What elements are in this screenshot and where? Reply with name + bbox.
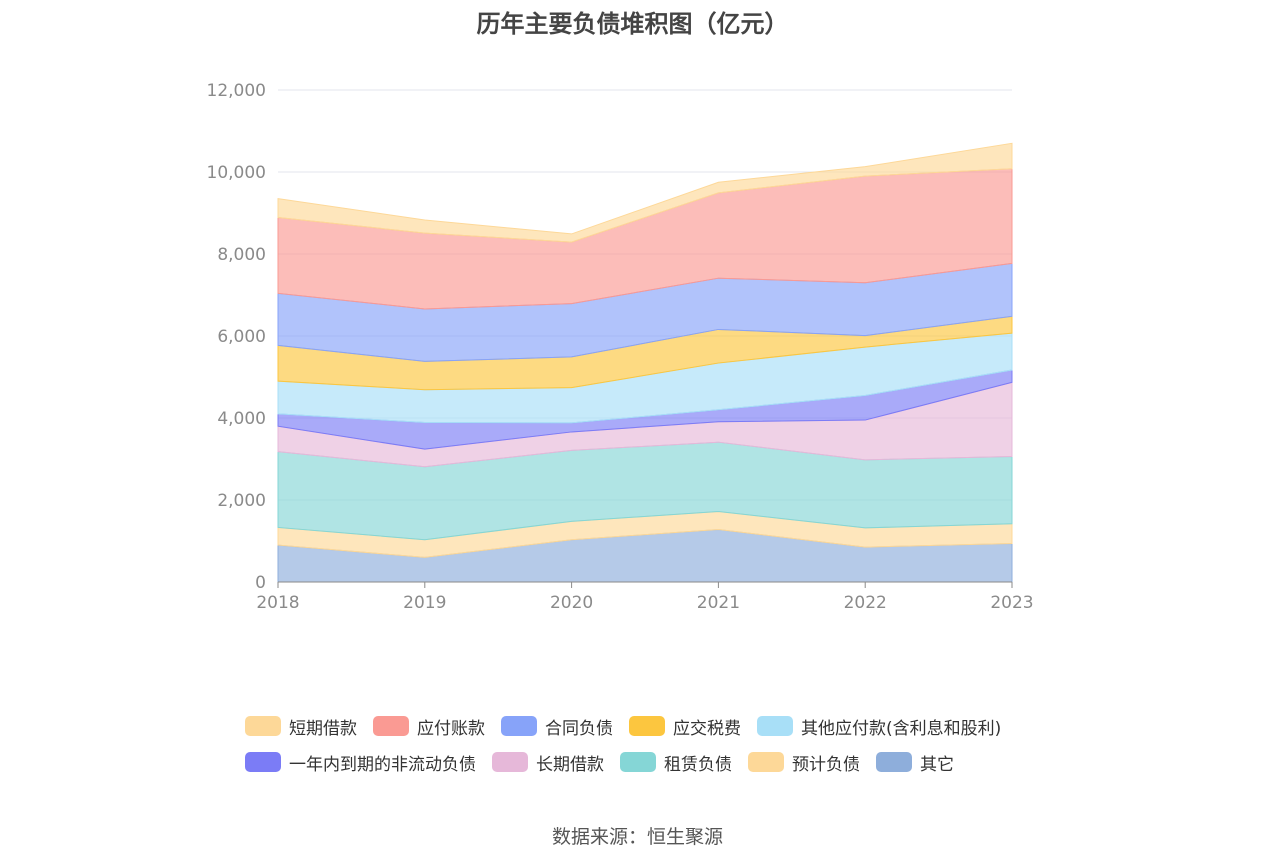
legend-row: 一年内到期的非流动负债 长期借款 租赁负债 预计负债 其它 — [245, 744, 1065, 780]
legend-item[interactable]: 一年内到期的非流动负债 — [245, 750, 476, 775]
legend-item[interactable]: 短期借款 — [245, 714, 357, 739]
legend-item[interactable]: 预计负债 — [748, 750, 860, 775]
legend-swatch — [492, 752, 528, 772]
legend-swatch — [373, 716, 409, 736]
chart-title: 历年主要负债堆积图（亿元） — [476, 10, 789, 38]
legend-label: 其他应付款(含利息和股利) — [801, 718, 1002, 739]
legend-swatch — [620, 752, 656, 772]
legend-label: 应交税费 — [673, 718, 741, 739]
legend-swatch — [629, 716, 665, 736]
legend-swatch — [245, 716, 281, 736]
legend-item[interactable]: 应付账款 — [373, 714, 485, 739]
y-tick-label: 6,000 — [217, 327, 266, 347]
legend-row: 短期借款 应付账款 合同负债 应交税费 其他应付款(含利息和股利) — [245, 708, 1065, 744]
legend-swatch — [757, 716, 793, 736]
legend-item[interactable]: 长期借款 — [492, 750, 604, 775]
x-tick-label: 2021 — [697, 593, 740, 613]
area-series — [277, 142, 1013, 243]
area-layer — [277, 142, 1013, 583]
legend-label: 租赁负债 — [664, 754, 732, 775]
legend-label: 长期借款 — [536, 754, 604, 775]
legend-label: 其它 — [920, 754, 954, 775]
legend-swatch — [245, 752, 281, 772]
legend: 短期借款 应付账款 合同负债 应交税费 其他应付款(含利息和股利) 一年内到期的非流动负… — [245, 708, 1065, 780]
x-tick-label: 2020 — [550, 593, 593, 613]
legend-swatch — [501, 716, 537, 736]
legend-swatch — [748, 752, 784, 772]
y-tick-label: 2,000 — [217, 491, 266, 511]
source-note: 数据来源：恒生聚源 — [551, 826, 723, 848]
x-tick-label: 2022 — [844, 593, 887, 613]
y-tick-label: 8,000 — [217, 245, 266, 265]
legend-item[interactable]: 合同负债 — [501, 714, 613, 739]
legend-label: 合同负债 — [545, 718, 613, 739]
legend-label: 应付账款 — [417, 718, 485, 739]
legend-item[interactable]: 其他应付款(含利息和股利) — [757, 714, 1001, 739]
x-tick-label: 2023 — [990, 593, 1033, 613]
legend-item[interactable]: 应交税费 — [629, 714, 741, 739]
stacked-area-chart: 2018 2019 2020 2021 2022 2023 0 2,000 4,000 6,00… — [207, 81, 1034, 613]
x-axis: 2018 2019 2020 2021 2022 2023 — [256, 581, 1034, 613]
x-tick-label: 2018 — [256, 593, 299, 613]
y-tick-label: 4,000 — [217, 409, 266, 429]
legend-item[interactable]: 其它 — [876, 750, 954, 775]
y-tick-label: 0 — [255, 573, 266, 593]
legend-label: 短期借款 — [289, 718, 357, 739]
y-tick-label: 12,000 — [207, 81, 266, 101]
legend-swatch — [876, 752, 912, 772]
legend-label: 一年内到期的非流动负债 — [289, 754, 476, 775]
x-tick-label: 2019 — [403, 593, 446, 613]
y-tick-label: 10,000 — [207, 163, 266, 183]
y-axis: 0 2,000 4,000 6,000 8,000 10,000 12,000 — [207, 81, 266, 593]
legend-label: 预计负债 — [792, 754, 860, 775]
legend-item[interactable]: 租赁负债 — [620, 750, 732, 775]
